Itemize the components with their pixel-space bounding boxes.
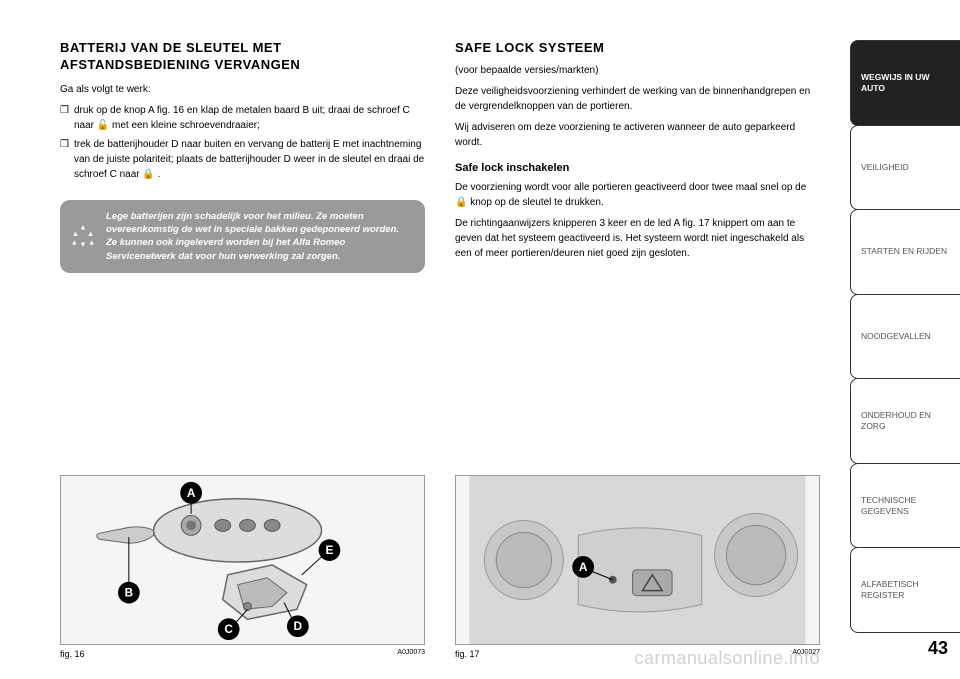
dashboard-illustration: A — [456, 476, 819, 644]
fig17-label: fig. 17 — [455, 649, 480, 659]
figure-17-area: A fig. 17 A0J0027 — [455, 475, 820, 659]
marker-a-fig17: A — [579, 560, 588, 574]
marker-e: E — [326, 543, 334, 557]
right-heading: SAFE LOCK SYSTEEM — [455, 40, 820, 57]
tab-wegwijs[interactable]: WEGWIJS IN UW AUTO — [850, 40, 960, 126]
bullet-2: trek de batterijhouder D naar buiten en … — [60, 137, 425, 182]
tab-starten[interactable]: STARTEN EN RIJDEN — [850, 209, 960, 295]
left-heading: BATTERIJ VAN DE SLEUTEL MET AFSTANDSBEDI… — [60, 40, 425, 74]
watermark: carmanualsonline.info — [634, 648, 820, 669]
sidebar-tabs: WEGWIJS IN UW AUTO VEILIGHEID STARTEN EN… — [850, 0, 960, 679]
marker-c: C — [224, 622, 233, 636]
tab-technische[interactable]: TECHNISCHE GEGEVENS — [850, 463, 960, 549]
fig16-label: fig. 16 — [60, 649, 85, 659]
right-p3: De voorziening wordt voor alle portieren… — [455, 180, 820, 210]
page-number: 43 — [850, 638, 960, 659]
tab-label-3: NOODGEVALLEN — [861, 331, 931, 342]
tab-alfabetisch[interactable]: ALFABETISCH REGISTER — [850, 547, 960, 633]
right-p4: De richtingaanwijzers knipperen 3 keer e… — [455, 216, 820, 261]
warning-box: Lege batterijen zijn schadelijk voor het… — [60, 200, 425, 273]
key-illustration: A B C D E — [61, 476, 424, 644]
fig16-caption: fig. 16 A0J0073 — [60, 649, 425, 659]
content-area: BATTERIJ VAN DE SLEUTEL MET AFSTANDSBEDI… — [0, 0, 850, 679]
tab-label-2: STARTEN EN RIJDEN — [861, 246, 947, 257]
manual-page: BATTERIJ VAN DE SLEUTEL MET AFSTANDSBEDI… — [0, 0, 960, 679]
right-p1: Deze veiligheidsvoorziening verhindert d… — [455, 84, 820, 114]
figure-16-box: A B C D E — [60, 475, 425, 645]
bullet-1: druk op de knop A fig. 16 en klap de met… — [60, 103, 425, 133]
warning-text: Lege batterijen zijn schadelijk voor het… — [106, 211, 399, 262]
left-intro: Ga als volgt te werk: — [60, 82, 425, 97]
marker-a: A — [187, 486, 196, 500]
right-subtitle: (voor bepaalde versies/markten) — [455, 65, 820, 76]
figure-16-area: A B C D E fig. 16 A0J0073 — [60, 475, 425, 659]
left-column: BATTERIJ VAN DE SLEUTEL MET AFSTANDSBEDI… — [60, 40, 425, 659]
fig16-code: A0J0073 — [397, 649, 425, 659]
marker-d: D — [294, 619, 303, 633]
tab-onderhoud[interactable]: ONDERHOUD EN ZORG — [850, 378, 960, 464]
tab-label-0: WEGWIJS IN UW AUTO — [861, 72, 950, 94]
right-subheading: Safe lock inschakelen — [455, 162, 820, 174]
figure-17-box: A — [455, 475, 820, 645]
tab-label-4: ONDERHOUD EN ZORG — [861, 410, 950, 432]
tab-label-5: TECHNISCHE GEGEVENS — [861, 495, 950, 517]
tab-label-6: ALFABETISCH REGISTER — [861, 579, 950, 601]
recycle-icon — [70, 223, 96, 249]
right-column: SAFE LOCK SYSTEEM (voor bepaalde versies… — [455, 40, 820, 659]
right-p2: Wij adviseren om deze voorziening te act… — [455, 120, 820, 150]
marker-b: B — [125, 586, 134, 600]
tab-label-1: VEILIGHEID — [861, 162, 909, 173]
tab-veiligheid[interactable]: VEILIGHEID — [850, 125, 960, 211]
tab-noodgevallen[interactable]: NOODGEVALLEN — [850, 294, 960, 380]
